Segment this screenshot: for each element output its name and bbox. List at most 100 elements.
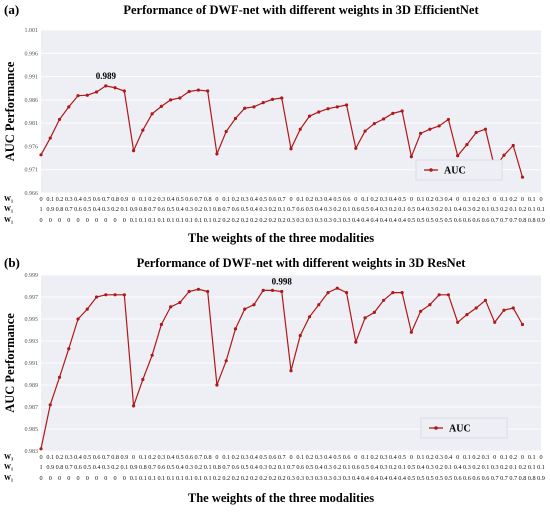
weight-cell: 0.4: [454, 464, 462, 471]
weight-cell: 0.6: [269, 454, 277, 461]
weight-cell: 0.2: [435, 464, 443, 471]
weight-cell: 0: [456, 454, 459, 461]
weight-cell: 0.4: [352, 217, 360, 224]
weight-cell: 0.8: [56, 206, 64, 213]
weight-cell: 0.2: [426, 454, 434, 461]
auc-data-point: [437, 293, 441, 297]
auc-data-point: [94, 90, 99, 94]
weight-cell: 0.6: [93, 454, 101, 461]
auc-data-point: [483, 127, 488, 131]
auc-data-point: [354, 146, 358, 150]
auc-data-point: [252, 303, 256, 307]
weight-cell: 0.3: [185, 206, 193, 213]
weight-cell: 0.2: [472, 206, 480, 213]
weight-cell: 0.2: [389, 464, 397, 471]
weight-cell: 0.3: [491, 206, 499, 213]
weight-cell: 0.4: [361, 475, 369, 482]
weight-cell: 0.8: [213, 464, 221, 471]
weight-cell: 0.5: [445, 475, 453, 482]
weight-cell: 0.5: [259, 454, 267, 461]
weight-cell: 0.2: [195, 464, 203, 471]
weight-cell: 0.4: [389, 454, 397, 461]
weight-cell: 0.1: [528, 206, 536, 213]
auc-data-point: [502, 153, 506, 157]
legend-label: AUC: [449, 424, 471, 435]
y-tick-label: 0.995: [25, 317, 39, 323]
weight-cell: 0: [58, 475, 61, 482]
weight-cell: 0.5: [398, 454, 406, 461]
weight-cell: 0.1: [46, 196, 54, 203]
weight-cell: 0.1: [537, 464, 545, 471]
weight-cell: 0.1: [361, 196, 369, 203]
auc-data-point: [131, 404, 136, 408]
weight-cell: 0.9: [46, 464, 54, 471]
weight-cell: 0.4: [93, 206, 101, 213]
auc-data-point: [178, 96, 182, 100]
weight-cell: 0: [95, 217, 98, 224]
weight-cell: 0.1: [445, 464, 453, 471]
weight-cell: 0.3: [324, 464, 332, 471]
weight-cell: 0.5: [306, 464, 314, 471]
weight-cell: 0.1: [167, 217, 175, 224]
auc-data-point: [104, 84, 108, 88]
weight-cell: 0: [104, 217, 107, 224]
peak-annotation: 0.998: [272, 277, 293, 287]
legend-marker: [429, 168, 433, 172]
weight-cell: 0.4: [324, 454, 332, 461]
auc-data-point: [48, 136, 52, 140]
weight-cell: 0.7: [65, 206, 73, 213]
weight-row-label: W₁: [4, 205, 13, 213]
weight-cell: 0.6: [269, 196, 277, 203]
weight-cell: 0.4: [370, 464, 378, 471]
legend: AUC: [420, 417, 508, 439]
auc-data-point: [169, 305, 173, 309]
weight-cell: 0.5: [408, 464, 416, 471]
weight-cell: 0.1: [463, 454, 471, 461]
auc-data-point: [409, 330, 413, 334]
auc-data-point: [381, 117, 386, 121]
weight-cell: 0.7: [222, 464, 230, 471]
weight-cell: 0.3: [426, 206, 434, 213]
weight-cell: 0.6: [74, 464, 82, 471]
weight-cell: 0.3: [102, 464, 110, 471]
weight-cell: 0: [67, 217, 70, 224]
weight-cell: 0.4: [167, 196, 175, 203]
auc-data-point: [150, 112, 154, 116]
weight-cell: 0.4: [389, 196, 397, 203]
weight-cell: 0.1: [528, 454, 536, 461]
auc-data-point: [344, 291, 349, 295]
panel-label: (b): [4, 255, 20, 270]
weight-cell: 0.2: [148, 454, 156, 461]
weight-cell: 0.2: [333, 464, 341, 471]
auc-data-point: [493, 320, 497, 324]
weight-cell: 0.5: [417, 475, 425, 482]
weight-cell: 0.2: [259, 475, 267, 482]
chart-title: Performance of DWF-net with different we…: [137, 256, 467, 270]
auc-data-point: [113, 86, 117, 90]
weight-cell: 0.1: [148, 475, 156, 482]
weight-cell: 0.1: [296, 454, 304, 461]
weight-cell: 0.3: [435, 454, 443, 461]
weight-cell: 0.7: [509, 217, 517, 224]
weight-cell: 0.5: [333, 454, 341, 461]
weight-cell: 0.6: [158, 206, 166, 213]
weight-cell: 0.8: [213, 206, 221, 213]
weight-cell: 0.1: [361, 454, 369, 461]
weight-cell: 0.7: [287, 206, 295, 213]
weight-cell: 0: [76, 475, 79, 482]
weight-cell: 0.2: [472, 196, 480, 203]
weight-cell: 0.2: [519, 206, 527, 213]
panel-label: (a): [4, 2, 19, 17]
weight-cell: 0.7: [287, 464, 295, 471]
weight-cell: 0.1: [158, 217, 166, 224]
weight-cell: 0.7: [222, 206, 230, 213]
weight-cell: 0.3: [380, 196, 388, 203]
legend-marker: [434, 426, 438, 430]
weight-cell: 0.4: [74, 196, 82, 203]
auc-data-point: [400, 291, 404, 295]
y-tick-label: 0.981: [25, 121, 39, 127]
auc-data-point: [243, 106, 247, 110]
weight-cell: 0.1: [195, 217, 203, 224]
weight-cell: 0: [58, 217, 61, 224]
auc-data-point: [150, 353, 154, 357]
